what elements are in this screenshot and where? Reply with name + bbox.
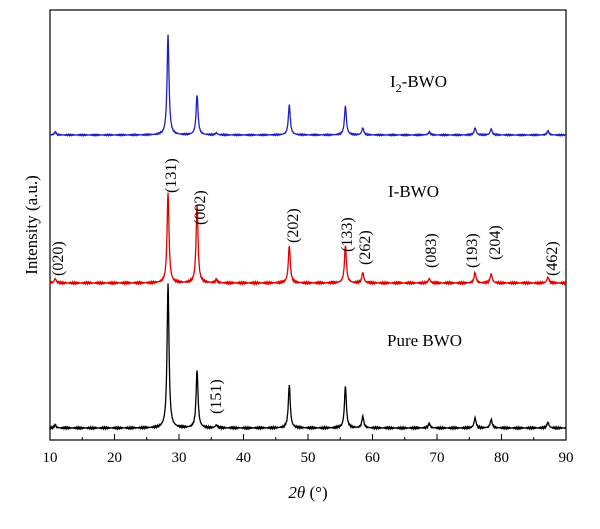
- peak-label: (193): [464, 233, 481, 268]
- peak-label: (133): [339, 217, 356, 252]
- peak-label: (083): [423, 233, 440, 268]
- series-label-main: I-BWO: [388, 182, 439, 201]
- peak-annotations: (020) (131) (002) (202) (133) (262) (083) (193)…: [50, 158, 561, 414]
- x-tick-label: 20: [107, 450, 122, 466]
- series-curves: [49, 34, 567, 431]
- series-label-i2-bwo: I2-BWO: [390, 72, 447, 95]
- x-axis-label: 2θ (°): [288, 483, 327, 502]
- x-tick-label: 60: [365, 450, 380, 466]
- x-tick-label: 70: [430, 450, 445, 466]
- series-line-i2-bwo: [49, 34, 567, 138]
- series-label-main: I: [390, 72, 396, 91]
- x-tick-label: 10: [43, 450, 58, 466]
- peak-label: (131): [163, 158, 180, 193]
- peak-label: (151): [208, 379, 225, 414]
- plot-frame: [49, 9, 567, 441]
- series-label-main: Pure BWO: [387, 331, 462, 350]
- peak-label: (462): [544, 241, 561, 276]
- x-tick-label: 40: [236, 450, 251, 466]
- series-label-i-bwo: I-BWO: [388, 182, 439, 201]
- y-axis-label: Intensity (a.u.): [22, 175, 41, 275]
- series-line-i-bwo: [49, 192, 567, 287]
- series-label-subscript: 2: [396, 81, 402, 95]
- peak-label: (202): [285, 208, 302, 243]
- peak-label: (020): [50, 241, 67, 276]
- x-tick-label: 90: [559, 450, 574, 466]
- peak-label: (204): [487, 225, 504, 260]
- x-tick-label: 30: [172, 450, 187, 466]
- x-axis-label-symbol: 2θ: [288, 483, 305, 502]
- x-axis-label-unit: (°): [305, 483, 327, 502]
- x-axis-ticks: 10 20 30 40 50 60 70 80 90: [43, 434, 574, 466]
- series-label-pure-bwo: Pure BWO: [387, 331, 462, 350]
- series-label-rest: -BWO: [402, 72, 447, 91]
- x-tick-label: 80: [494, 450, 509, 466]
- peak-label: (262): [357, 230, 374, 265]
- peak-label: (002): [192, 190, 209, 225]
- series-line-pure-bwo: [49, 283, 567, 431]
- x-tick-label: 50: [301, 450, 316, 466]
